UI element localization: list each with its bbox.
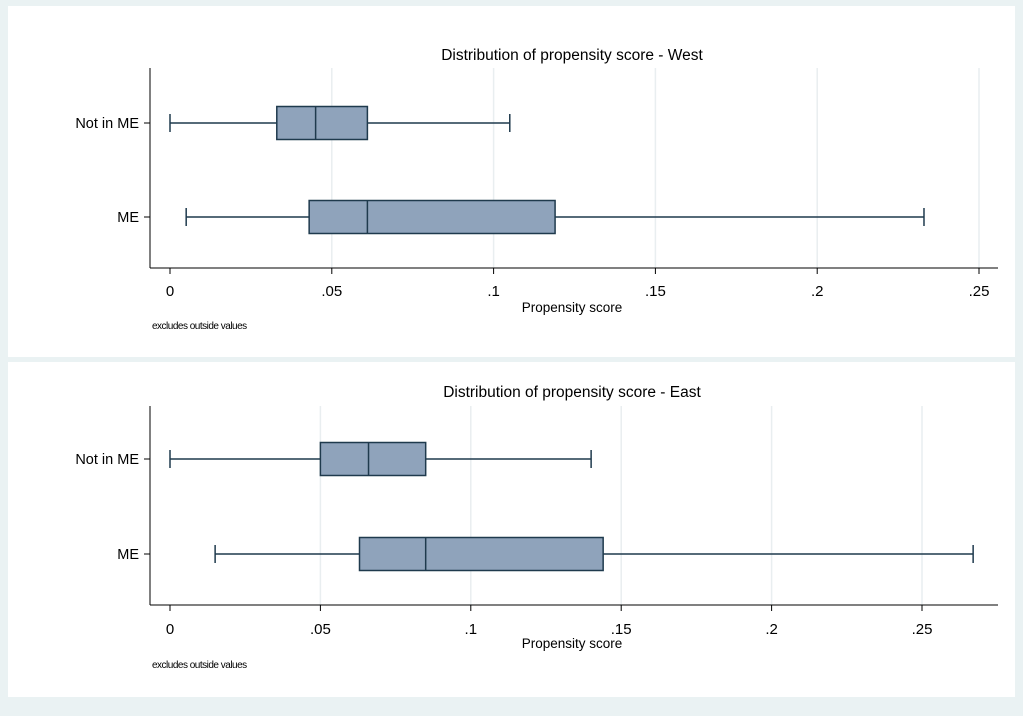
x-tick-label: .15 [611,621,632,638]
x-tick-label: 0 [166,621,174,638]
x-tick-label: .15 [645,283,666,300]
chart-note: excludes outside values [152,321,247,332]
x-tick-label: .2 [811,283,824,300]
x-axis-label: Propensity score [522,636,623,651]
y-category-label: ME [117,547,139,563]
x-tick-label: .05 [310,621,331,638]
box-iqr [308,199,556,235]
x-tick-label: .2 [765,621,778,638]
x-tick-label: .25 [969,283,990,300]
box-iqr [358,536,604,572]
x-tick-label: .05 [321,283,342,300]
box-iqr [319,441,427,477]
x-tick-label: .1 [465,621,478,638]
box-iqr [276,105,369,141]
chart-note: excludes outside values [152,660,247,671]
y-category-label: Not in ME [75,116,139,132]
x-tick-label: 0 [166,283,174,300]
y-category-label: ME [117,210,139,226]
plot-panel [8,6,1015,357]
chart-title: Distribution of propensity score - East [443,384,701,401]
plot-panel [8,362,1015,697]
x-tick-label: .1 [487,283,500,300]
chart-title: Distribution of propensity score - West [441,47,703,64]
x-axis-label: Propensity score [522,300,623,315]
y-category-label: Not in ME [75,452,139,468]
x-tick-label: .25 [912,621,933,638]
